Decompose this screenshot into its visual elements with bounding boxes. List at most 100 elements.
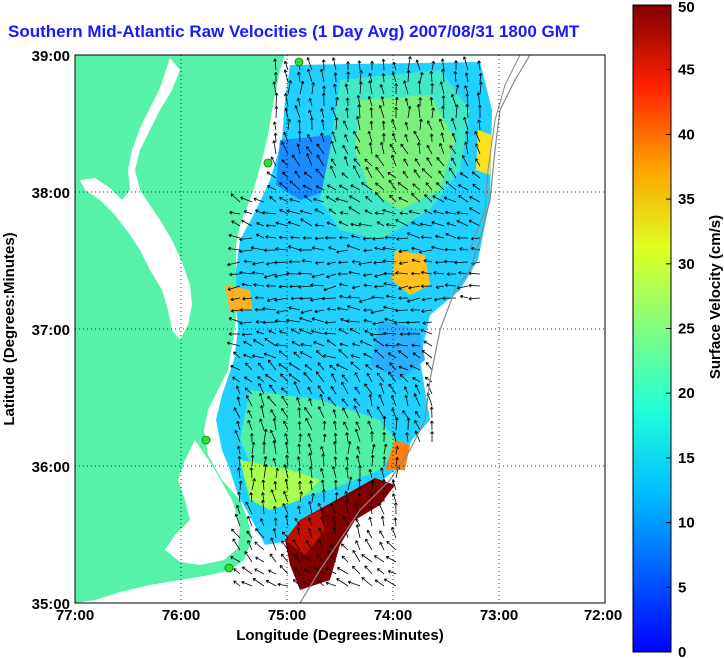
velocity-arrow [336, 578, 349, 587]
velocity-arrow [330, 543, 337, 551]
velocity-arrow [418, 249, 433, 254]
velocity-arrow [355, 421, 361, 431]
velocity-arrow [374, 211, 385, 216]
velocity-arrow [272, 440, 277, 455]
y-tick-label: 36:00 [32, 459, 70, 476]
velocity-arrow [281, 531, 289, 539]
velocity-arrow [368, 393, 373, 407]
velocity-arrow [425, 182, 433, 191]
velocity-arrow [376, 406, 385, 419]
velocity-arrow [300, 342, 313, 347]
velocity-arrow [320, 516, 325, 527]
velocity-arrow [322, 433, 327, 443]
colorbar-tick-label: 45 [678, 62, 695, 79]
velocity-arrow [390, 395, 397, 407]
velocity-arrow [398, 296, 409, 301]
velocity-arrow [335, 197, 349, 203]
velocity-arrow [344, 134, 349, 143]
y-tick-label: 39:00 [32, 48, 70, 65]
velocity-arrow [287, 245, 301, 251]
velocity-arrow [403, 386, 409, 395]
velocity-arrow [475, 158, 481, 167]
velocity-arrow [292, 579, 301, 587]
velocity-arrow [270, 537, 277, 551]
velocity-arrow [338, 260, 349, 265]
velocity-arrow [326, 261, 337, 266]
velocity-arrow [240, 196, 253, 203]
velocity-arrow [302, 184, 313, 191]
velocity-arrow [346, 71, 351, 83]
velocity-arrow [300, 554, 313, 563]
velocity-arrow [459, 172, 469, 179]
velocity-arrow [395, 219, 409, 227]
velocity-arrow [419, 118, 423, 131]
velocity-arrow [316, 554, 325, 563]
velocity-arrow [273, 58, 277, 71]
velocity-arrow [322, 85, 326, 95]
velocity-arrow [355, 540, 361, 551]
velocity-arrow [356, 445, 361, 455]
x-tick-label: 76:00 [162, 607, 200, 624]
velocity-arrow [346, 319, 361, 323]
velocity-arrow [342, 407, 349, 419]
velocity-arrow [351, 285, 361, 290]
velocity-arrow [412, 352, 421, 359]
velocity-arrow [409, 364, 421, 371]
velocity-arrow [317, 502, 325, 515]
velocity-arrow [382, 246, 397, 251]
velocity-arrow [251, 354, 265, 359]
velocity-arrow [330, 140, 337, 155]
velocity-arrow [243, 340, 253, 347]
velocity-arrow [230, 308, 241, 313]
velocity-arrow [261, 479, 266, 491]
velocity-arrow [429, 420, 434, 431]
velocity-arrow [306, 57, 313, 71]
velocity-arrow [329, 165, 337, 179]
velocity-arrow [403, 80, 409, 95]
velocity-arrow [402, 170, 409, 179]
velocity-arrow [367, 420, 373, 431]
velocity-arrow [227, 246, 241, 251]
velocity-arrow [459, 294, 469, 299]
velocity-arrow [307, 433, 313, 443]
velocity-arrow [417, 80, 422, 95]
velocity-arrow [474, 130, 481, 143]
velocity-arrow [314, 223, 325, 228]
velocity-arrow [297, 467, 302, 479]
velocity-arrow [456, 285, 469, 290]
velocity-arrow [385, 222, 397, 227]
velocity-arrow [429, 406, 434, 419]
velocity-arrow [296, 397, 301, 407]
velocity-arrow [388, 179, 397, 191]
velocity-arrow [459, 247, 469, 251]
velocity-arrow [378, 502, 385, 515]
velocity-arrow [349, 328, 361, 335]
velocity-arrow [477, 119, 482, 131]
velocity-arrow [333, 420, 337, 431]
velocity-arrow [405, 432, 409, 443]
velocity-arrow [310, 297, 325, 302]
velocity-arrow [421, 349, 433, 359]
velocity-arrow [233, 580, 241, 587]
velocity-arrow [256, 330, 265, 335]
velocity-arrow [458, 271, 469, 275]
velocity-arrow [307, 443, 313, 455]
velocity-arrow [316, 143, 325, 155]
velocity-arrow [374, 579, 385, 587]
colorbar-tick-label: 30 [678, 256, 695, 273]
colorbar-tick-label: 15 [678, 450, 695, 467]
velocity-arrow [287, 80, 292, 95]
velocity-arrow [288, 373, 301, 383]
velocity-arrow [372, 338, 385, 347]
velocity-arrow [247, 515, 253, 527]
velocity-arrow [384, 317, 397, 323]
velocity-arrow [479, 81, 483, 95]
velocity-arrow [363, 248, 373, 253]
velocity-arrow [338, 220, 349, 227]
velocity-arrow [331, 373, 337, 383]
velocity-arrow [331, 466, 337, 479]
velocity-arrow [279, 196, 289, 203]
velocity-arrow [249, 467, 254, 479]
velocity-arrow [462, 56, 469, 71]
velocity-arrow [399, 211, 409, 216]
